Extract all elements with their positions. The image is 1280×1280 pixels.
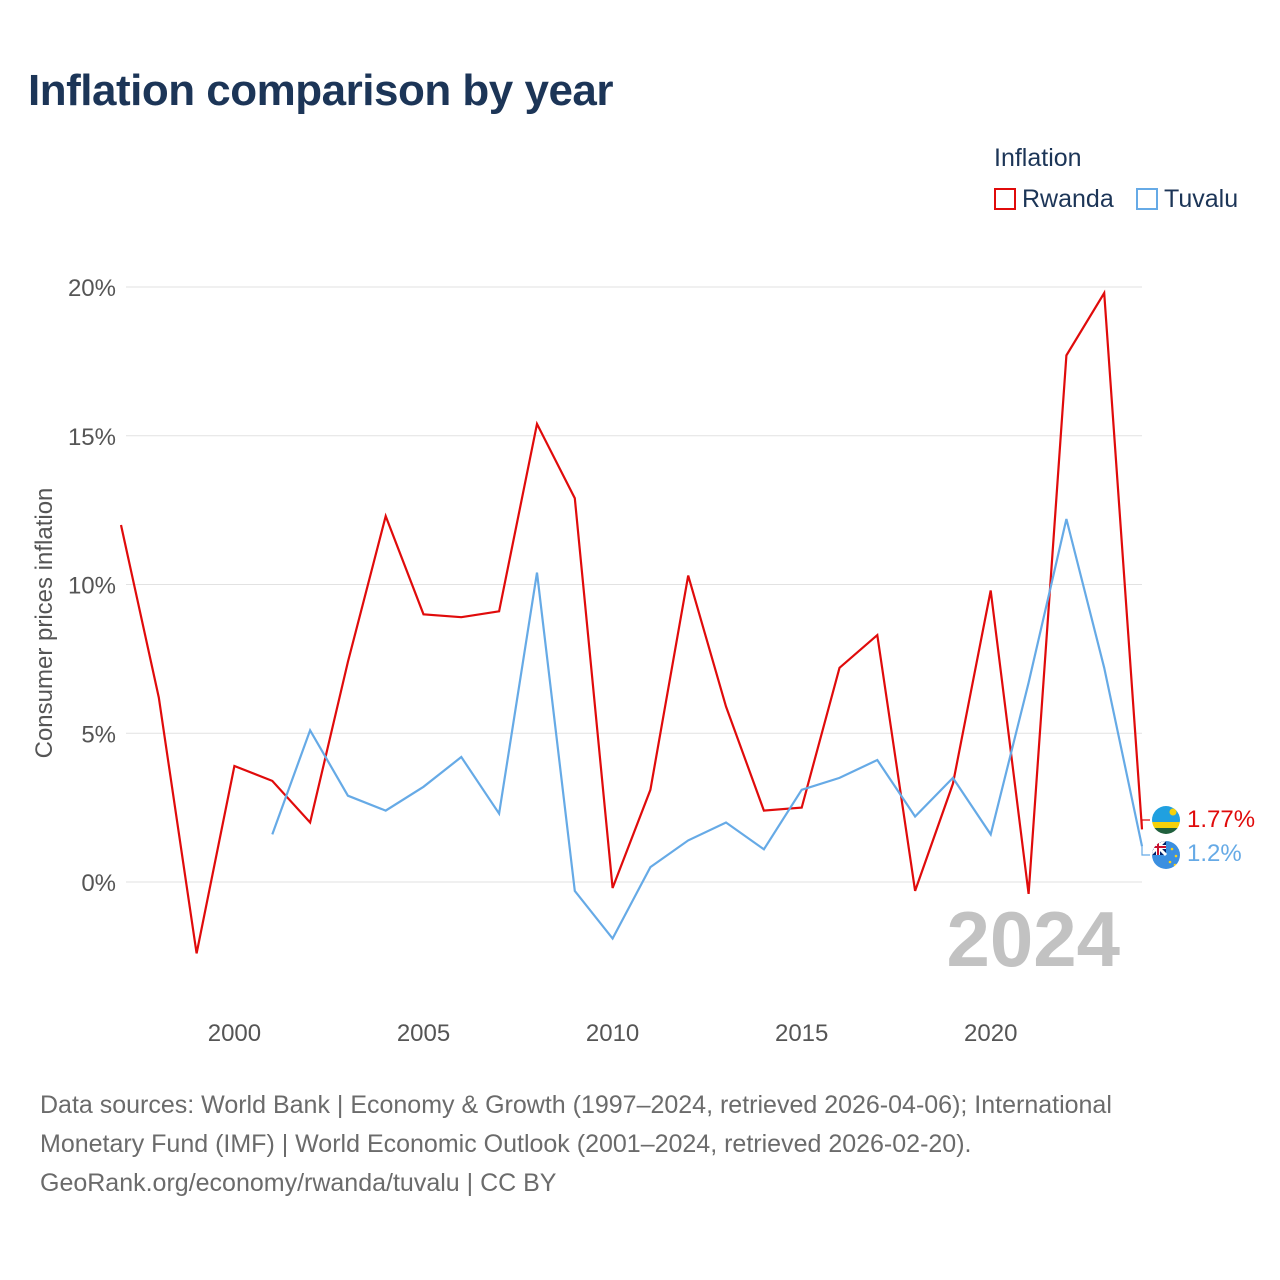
y-axis-label: Consumer prices inflation: [31, 488, 58, 759]
tuvalu-flag-icon: [1152, 841, 1180, 869]
y-tick-label-5: 5%: [81, 721, 116, 748]
x-tick-label-2005: 2005: [397, 1020, 450, 1047]
end-label-rwanda: 1.77%: [1187, 806, 1255, 833]
footer-sources-line-2: Monetary Fund (IMF) | World Economic Out…: [40, 1130, 972, 1158]
legend-label-rwanda: Rwanda: [1022, 184, 1114, 213]
end-label-tuvalu: 1.2%: [1187, 840, 1242, 867]
series-line-rwanda: [119, 289, 1144, 954]
footer: Data sources: World Bank | Economy & Gro…: [40, 1086, 1240, 1203]
footer-attribution: GeoRank.org/economy/rwanda/tuvalu | CC B…: [40, 1169, 557, 1197]
legend-item-tuvalu[interactable]: Tuvalu: [1136, 184, 1238, 214]
legend-label-tuvalu: Tuvalu: [1164, 184, 1239, 213]
y-tick-label-10: 10%: [68, 573, 116, 600]
y-tick-label-20: 20%: [68, 275, 116, 302]
x-tick-label-2015: 2015: [775, 1020, 828, 1047]
end-connector-tuvalu: [1141, 846, 1150, 856]
y-tick-label-15: 15%: [68, 424, 116, 451]
footer-sources-line-1: Data sources: World Bank | Economy & Gro…: [40, 1091, 1112, 1119]
legend-item-rwanda[interactable]: Rwanda: [994, 184, 1114, 214]
x-tick-label-2020: 2020: [964, 1020, 1017, 1047]
legend-swatch-rwanda: [994, 188, 1016, 210]
rwanda-flag-icon: [1152, 806, 1180, 834]
year-watermark: 2024: [946, 895, 1120, 983]
series-line-tuvalu: [271, 518, 1144, 941]
line-chart: 2024 20% 15% 10% 5% 0% 2000 2005 2010 2015 2020 C…: [31, 275, 1255, 1047]
legend-title: Inflation: [994, 144, 1082, 172]
legend-swatch-tuvalu: [1136, 188, 1158, 210]
x-tick-label-2010: 2010: [586, 1020, 639, 1047]
end-connector-rwanda: [1141, 819, 1150, 830]
x-tick-label-2000: 2000: [208, 1020, 261, 1047]
chart-title: Inflation comparison by year: [28, 66, 614, 115]
y-tick-label-0: 0%: [81, 870, 116, 897]
